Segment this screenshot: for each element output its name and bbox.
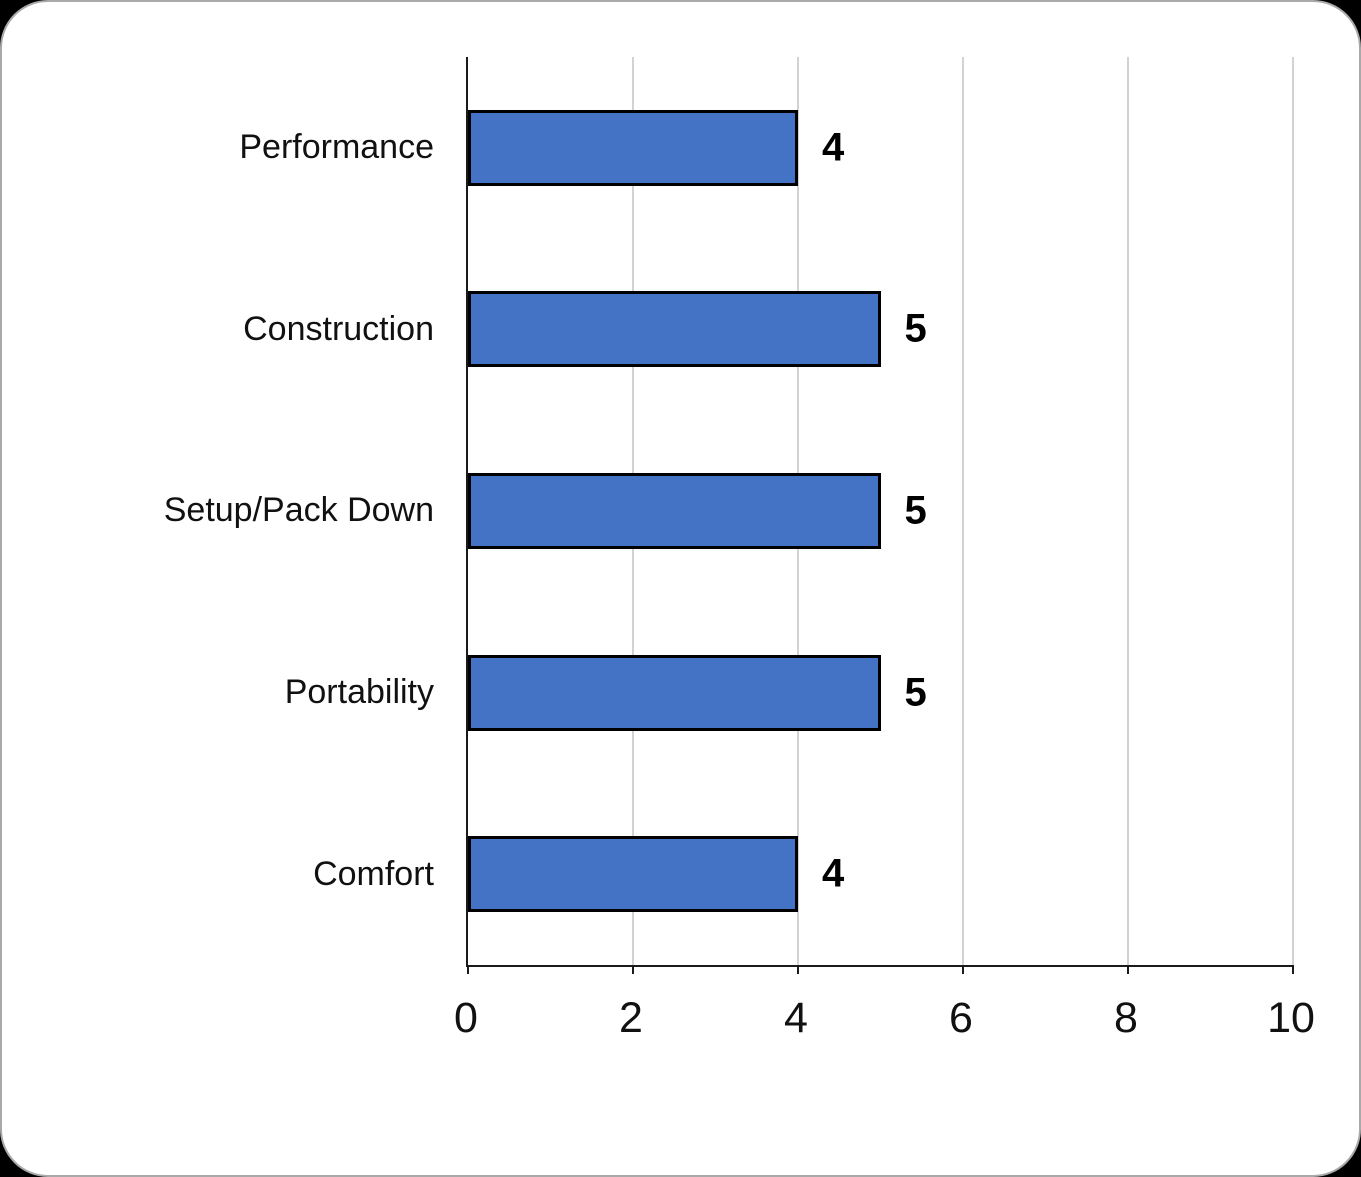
bar-performance	[468, 109, 798, 186]
gridline-6	[962, 57, 964, 965]
bar-row-setup-pack-down: 5	[468, 420, 1293, 602]
axis-tick-2	[632, 965, 634, 974]
bar-row-comfort: 4	[468, 783, 1293, 965]
axis-tick-10	[1292, 965, 1294, 974]
plot-area: 4 5 5 5 4	[466, 57, 1294, 974]
bar-value-label-comfort: 4	[822, 851, 845, 896]
x-tick-label-0: 0	[454, 994, 478, 1042]
bar-setup-pack-down	[468, 472, 881, 549]
gridline-10	[1292, 57, 1294, 965]
bar-value-label-setup-pack-down: 5	[904, 488, 927, 533]
bar-value-label-construction: 5	[904, 306, 927, 351]
category-axis: Performance Construction Setup/Pack Down…	[2, 57, 434, 965]
category-label-portability: Portability	[284, 673, 434, 712]
gridline-8	[1127, 57, 1129, 965]
axis-tick-4	[797, 965, 799, 974]
x-tick-label-4: 4	[784, 994, 808, 1042]
x-tick-label-6: 6	[949, 994, 973, 1042]
axis-tick-6	[962, 965, 964, 974]
x-axis: 0 2 4 6 8 10	[454, 994, 1315, 1046]
category-label-construction: Construction	[243, 309, 434, 348]
x-tick-label-10: 10	[1267, 994, 1315, 1042]
category-label-comfort: Comfort	[313, 854, 434, 893]
category-label-performance: Performance	[239, 128, 434, 167]
bar-value-label-portability: 5	[904, 670, 927, 715]
bar-comfort	[468, 836, 798, 913]
bar-row-performance: 4	[468, 57, 1293, 239]
axis-tick-0	[467, 965, 469, 974]
x-tick-label-2: 2	[619, 994, 643, 1042]
axis-tick-8	[1127, 965, 1129, 974]
bar-value-label-performance: 4	[822, 125, 845, 170]
bar-portability	[468, 654, 881, 731]
category-label-setup-pack-down: Setup/Pack Down	[163, 491, 434, 530]
bar-row-construction: 5	[468, 239, 1293, 421]
bar-row-portability: 5	[468, 602, 1293, 784]
x-tick-label-8: 8	[1114, 994, 1138, 1042]
bar-construction	[468, 291, 881, 368]
bar-series: 4 5 5 5 4	[468, 57, 1293, 965]
